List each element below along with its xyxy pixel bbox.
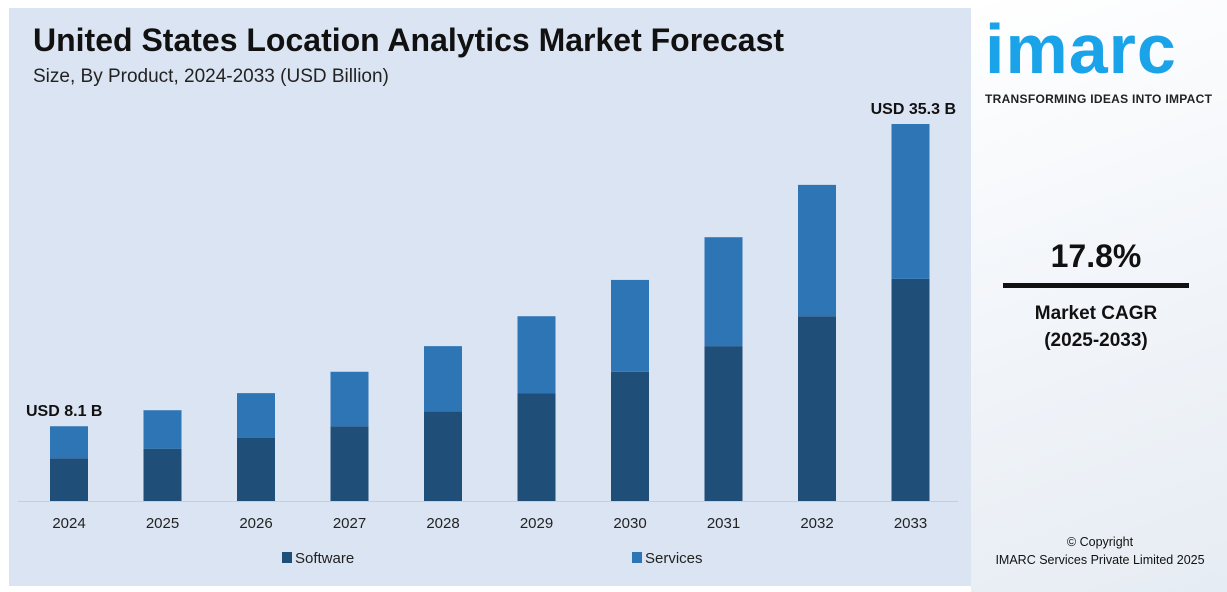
data-label-2024: USD 8.1 B <box>26 403 102 420</box>
bar-services-2027 <box>330 371 369 427</box>
bar-services-2026 <box>237 393 275 438</box>
x-tick-label: 2024 <box>52 515 85 532</box>
x-tick-label: 2032 <box>800 515 833 532</box>
copyright-line1: © Copyright <box>1066 535 1134 549</box>
bar-software-2027 <box>330 426 369 501</box>
chart-title: United States Location Analytics Market … <box>33 22 785 58</box>
bar-software-2030 <box>611 371 649 501</box>
copyright: © Copyright IMARC Services Private Limit… <box>975 533 1225 569</box>
x-tick-label: 2031 <box>707 515 740 532</box>
x-tick-label: 2028 <box>426 515 459 532</box>
imarc-logo: imarc TRANSFORMING IDEAS INTO IMPACT <box>985 14 1215 106</box>
bar-software-2032 <box>798 316 836 501</box>
bar-services-2028 <box>424 346 462 412</box>
brand-panel <box>971 0 1227 592</box>
cagr-label: Market CAGR (2025-2033) <box>1003 300 1189 354</box>
bar-services-2030 <box>611 279 649 372</box>
x-tick-label: 2026 <box>239 515 272 532</box>
x-tick-label: 2030 <box>613 515 646 532</box>
cagr-label-line2: (2025-2033) <box>1044 330 1148 351</box>
bar-software-2029 <box>517 393 556 501</box>
bar-services-2032 <box>798 184 836 317</box>
bar-services-2031 <box>704 237 743 347</box>
bar-chart: 2024 2025 2026 2027 2028 2029 2030 2031 2032 2033… <box>18 101 958 567</box>
legend-swatch-services <box>632 552 642 563</box>
bar-services-2024 <box>50 426 88 459</box>
copyright-line2: IMARC Services Private Limited 2025 <box>995 553 1205 567</box>
logo-wordmark: imarc <box>985 10 1177 88</box>
cagr-value: 17.8% <box>1003 238 1189 288</box>
logo-tagline: TRANSFORMING IDEAS INTO IMPACT <box>985 92 1213 106</box>
bar-software-2031 <box>704 346 743 501</box>
x-tick-label: 2025 <box>146 515 179 532</box>
x-tick-label: 2029 <box>520 515 553 532</box>
bar-software-2024 <box>50 458 88 501</box>
bar-software-2028 <box>424 411 462 501</box>
x-tick-label: 2027 <box>333 515 366 532</box>
cagr-label-line1: Market CAGR <box>1034 303 1158 324</box>
cagr-block: 17.8% Market CAGR (2025-2033) <box>1003 238 1189 354</box>
bar-services-2025 <box>143 410 182 449</box>
bar-software-2026 <box>237 437 275 501</box>
chart-subtitle: Size, By Product, 2024-2033 (USD Billion… <box>33 66 389 87</box>
x-tick-label: 2033 <box>894 515 927 532</box>
bar-services-2033 <box>891 124 930 279</box>
bar-software-2033 <box>891 278 930 501</box>
data-label-2033: USD 35.3 B <box>871 101 956 118</box>
legend-swatch-software <box>282 552 292 563</box>
bar-software-2025 <box>143 448 182 501</box>
bar-services-2029 <box>517 316 556 394</box>
legend-label-software: Software <box>295 550 354 567</box>
legend-label-services: Services <box>645 550 703 567</box>
